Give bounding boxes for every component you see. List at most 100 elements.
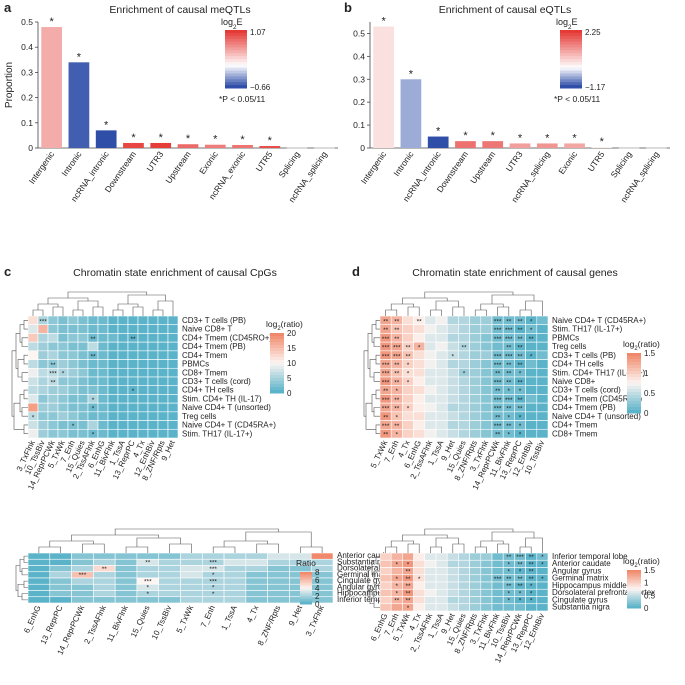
- heatmap-cell: [480, 333, 493, 343]
- heatmap-cell: [47, 402, 59, 413]
- panel-letter-a: a: [4, 0, 12, 15]
- legend-swatch: [627, 592, 641, 596]
- legend-swatch: [560, 47, 582, 51]
- legend-swatch: [225, 67, 247, 72]
- dendrogram-branch: [21, 568, 28, 576]
- legend-swatch: [300, 588, 312, 591]
- cell-star: **: [394, 362, 400, 369]
- dendrogram-branch: [519, 546, 532, 553]
- cell-star: ***: [494, 423, 502, 430]
- heatmap-cell: [87, 359, 99, 369]
- heatmap-cell: [57, 411, 69, 421]
- heatmap-cell: [458, 324, 470, 334]
- heatmap-cell: [71, 565, 94, 573]
- cell-star: ***: [79, 572, 87, 579]
- cell-star: **: [405, 590, 411, 597]
- significance-star: *: [186, 133, 191, 145]
- heatmap-cell: [27, 394, 39, 404]
- legend-swatch: [627, 581, 641, 584]
- legend-swatch: [300, 583, 312, 586]
- cell-star: *: [407, 371, 410, 378]
- heatmap-cell: [180, 565, 203, 573]
- legend-tick-label: 5: [287, 374, 292, 383]
- heatmap-cell: [147, 315, 159, 326]
- y-tick-label: 0.3: [353, 74, 365, 84]
- dendrogram-branch: [21, 407, 28, 417]
- legend-swatch: [300, 581, 312, 584]
- legend-swatch: [225, 47, 247, 51]
- dendrogram-branch: [452, 543, 465, 553]
- cell-star: ***: [382, 345, 390, 352]
- heatmap-cell: [71, 583, 94, 591]
- heatmap-cell: [107, 333, 119, 343]
- heatmap-cell: [157, 385, 169, 395]
- heatmap-cell: [446, 588, 459, 597]
- legend-swatch: [560, 59, 582, 63]
- legend-swatch: [560, 30, 582, 34]
- legend-swatch: [300, 589, 312, 592]
- dendrogram-branch: [375, 354, 380, 365]
- cell-star: ***: [494, 406, 502, 413]
- heatmap-cell: [458, 394, 470, 404]
- heatmap-cell: [127, 394, 139, 404]
- legend-swatch: [225, 76, 247, 80]
- dendrogram-branch: [127, 294, 166, 304]
- significance-star: *: [436, 126, 441, 138]
- column-label: 9_Het: [287, 603, 305, 627]
- heatmap-cell: [127, 420, 139, 430]
- heatmap-cell: [57, 428, 69, 439]
- heatmap-cell: [402, 315, 414, 326]
- row-label: Stim. TH17 (IL-17+): [182, 429, 253, 438]
- legend-swatch: [627, 590, 641, 594]
- heatmap-cell: [27, 590, 51, 598]
- bar: [373, 26, 394, 148]
- heatmap-cell: [114, 577, 138, 585]
- heatmap-cell: [413, 567, 426, 576]
- heatmap-cell: [245, 552, 268, 560]
- bar: [455, 141, 476, 148]
- heatmap-cell: [71, 577, 94, 585]
- heatmap-cell: [536, 603, 549, 612]
- heatmap-cell: [435, 588, 448, 597]
- cell-star: **: [529, 554, 535, 561]
- heatmap-cell: [107, 367, 119, 378]
- legend-swatch: [270, 366, 284, 370]
- row-label: Treg cells: [182, 412, 216, 421]
- heatmap-cell: [469, 385, 482, 395]
- legend-tick-label: 8: [315, 568, 320, 577]
- heatmap-cell: [37, 420, 49, 430]
- heatmap-cell: [127, 350, 139, 360]
- panel-letter-c: c: [4, 264, 12, 279]
- significance-star: *: [545, 132, 550, 144]
- heatmap-cell: [127, 359, 139, 369]
- heatmap-cell: [424, 588, 437, 597]
- heatmap-cell: [127, 402, 139, 413]
- cell-star: **: [506, 576, 512, 583]
- x-tick-label: UTR5: [586, 149, 607, 173]
- legend-tick-label: 15: [287, 344, 296, 353]
- column-label: 7_Enh: [199, 604, 217, 629]
- heatmap-cell: [167, 420, 179, 430]
- x-tick-label: UTR5: [254, 149, 275, 173]
- legend-swatch: [270, 333, 284, 337]
- heatmap-cell: [435, 350, 448, 360]
- heatmap-cell: [97, 324, 109, 334]
- legend-swatch: [560, 64, 582, 69]
- heatmap-cell: [87, 376, 99, 387]
- heatmap-cell: [57, 420, 69, 430]
- legend-title: log2(ratio): [623, 339, 660, 352]
- dendrogram-branch: [525, 300, 543, 316]
- heatmap-cell: [37, 341, 49, 352]
- dendrogram-branch: [15, 565, 20, 591]
- row-label: Dorsolateral prefrontal cortex: [552, 588, 655, 597]
- cell-star: *: [407, 362, 410, 369]
- cell-star: *: [407, 605, 410, 612]
- y-tick-label: 0.2: [21, 93, 33, 103]
- cell-star: *: [396, 583, 399, 590]
- heatmap-cell: [97, 350, 109, 360]
- legend-swatch: [627, 571, 641, 575]
- heatmap-cell: [27, 596, 51, 604]
- legend-swatch: [627, 371, 641, 375]
- heatmap-cell: [435, 367, 448, 378]
- heatmap-cell: [136, 565, 160, 573]
